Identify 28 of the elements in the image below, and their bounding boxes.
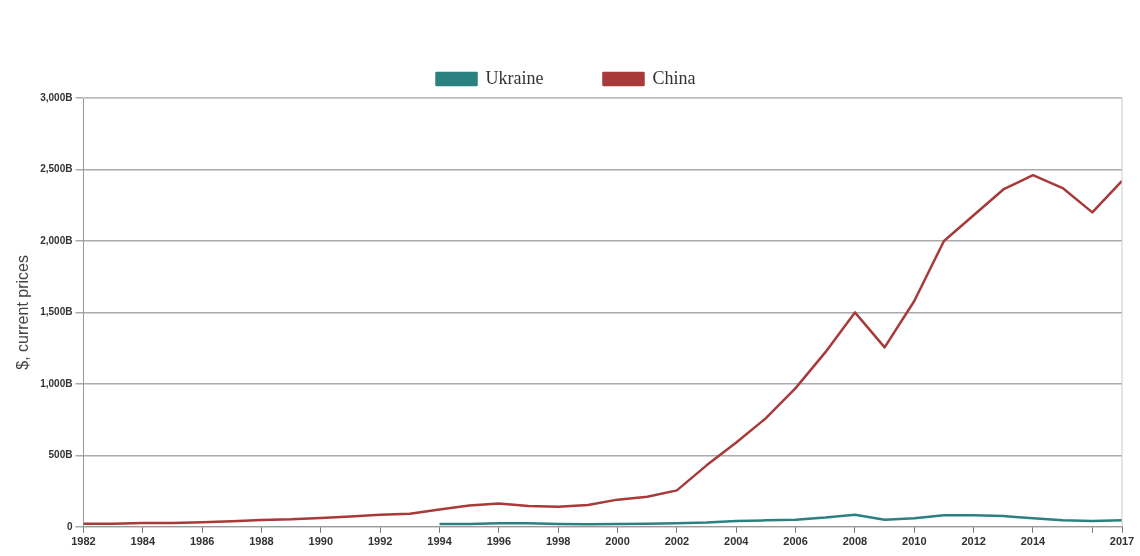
x-tick-label: 2008 bbox=[842, 535, 868, 548]
y-tick-label: 500B bbox=[48, 449, 73, 461]
y-tick-label: 2,500B bbox=[40, 163, 73, 175]
x-tick-label: 2017 bbox=[1109, 535, 1135, 548]
legend-label: Ukraine bbox=[485, 67, 544, 88]
x-tick-label: 2006 bbox=[783, 535, 808, 548]
x-tick-label: 2010 bbox=[902, 535, 927, 548]
y-tick-label: 1,000B bbox=[40, 377, 73, 389]
x-tick-label: 1984 bbox=[130, 535, 156, 548]
x-tick-label: 1994 bbox=[427, 535, 453, 548]
x-tick-label: 1988 bbox=[249, 535, 274, 548]
y-axis-title: $, current prices bbox=[14, 255, 32, 370]
x-tick-label: 2004 bbox=[724, 535, 750, 548]
x-tick-label: 1992 bbox=[367, 535, 393, 548]
y-tick-label: 2,000B bbox=[40, 234, 73, 246]
x-tick-label: 2002 bbox=[664, 535, 690, 548]
x-tick-label: 1996 bbox=[486, 535, 512, 548]
x-tick-label: 2000 bbox=[605, 535, 630, 548]
x-tick-label: 1986 bbox=[189, 535, 215, 548]
x-tick-label: 1982 bbox=[71, 535, 96, 548]
legend-label: China bbox=[652, 67, 696, 88]
y-tick-label: 3,000B bbox=[40, 91, 73, 103]
x-tick-label: 1998 bbox=[545, 535, 571, 548]
x-tick-label: 2012 bbox=[961, 535, 986, 548]
y-tick-label: 1,500B bbox=[40, 306, 73, 318]
x-tick-label: 2014 bbox=[1020, 535, 1047, 548]
x-tick-label: 1990 bbox=[308, 535, 334, 548]
y-tick-label: 0 bbox=[66, 520, 73, 532]
